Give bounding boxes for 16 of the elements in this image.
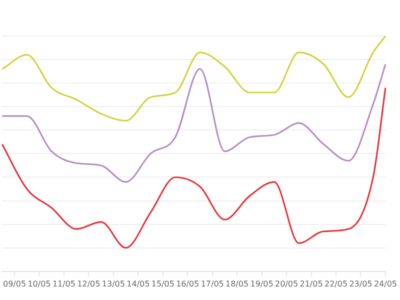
x-tick-label: 22/05 <box>324 279 348 288</box>
x-tick-label: 20/05 <box>275 279 298 288</box>
x-tick-label: 17/05 <box>200 279 224 288</box>
x-tick-label: 15/05 <box>151 279 174 288</box>
x-tick-label: 14/05 <box>126 279 150 288</box>
x-tick-label: 12/05 <box>77 279 100 288</box>
x-tick-label: 16/05 <box>176 279 200 288</box>
x-tick-label: 24/05 <box>374 279 398 288</box>
x-tick-label: 13/05 <box>102 279 125 288</box>
x-tick-label: 21/05 <box>300 279 323 288</box>
x-tick-label: 10/05 <box>28 279 51 288</box>
x-tick-label: 11/05 <box>52 279 76 288</box>
x-tick-label: 09/05 <box>2 279 26 288</box>
x-tick-label: 18/05 <box>226 279 249 288</box>
x-tick-label: 23/05 <box>349 279 372 288</box>
x-tick-label: 19/05 <box>250 279 274 288</box>
